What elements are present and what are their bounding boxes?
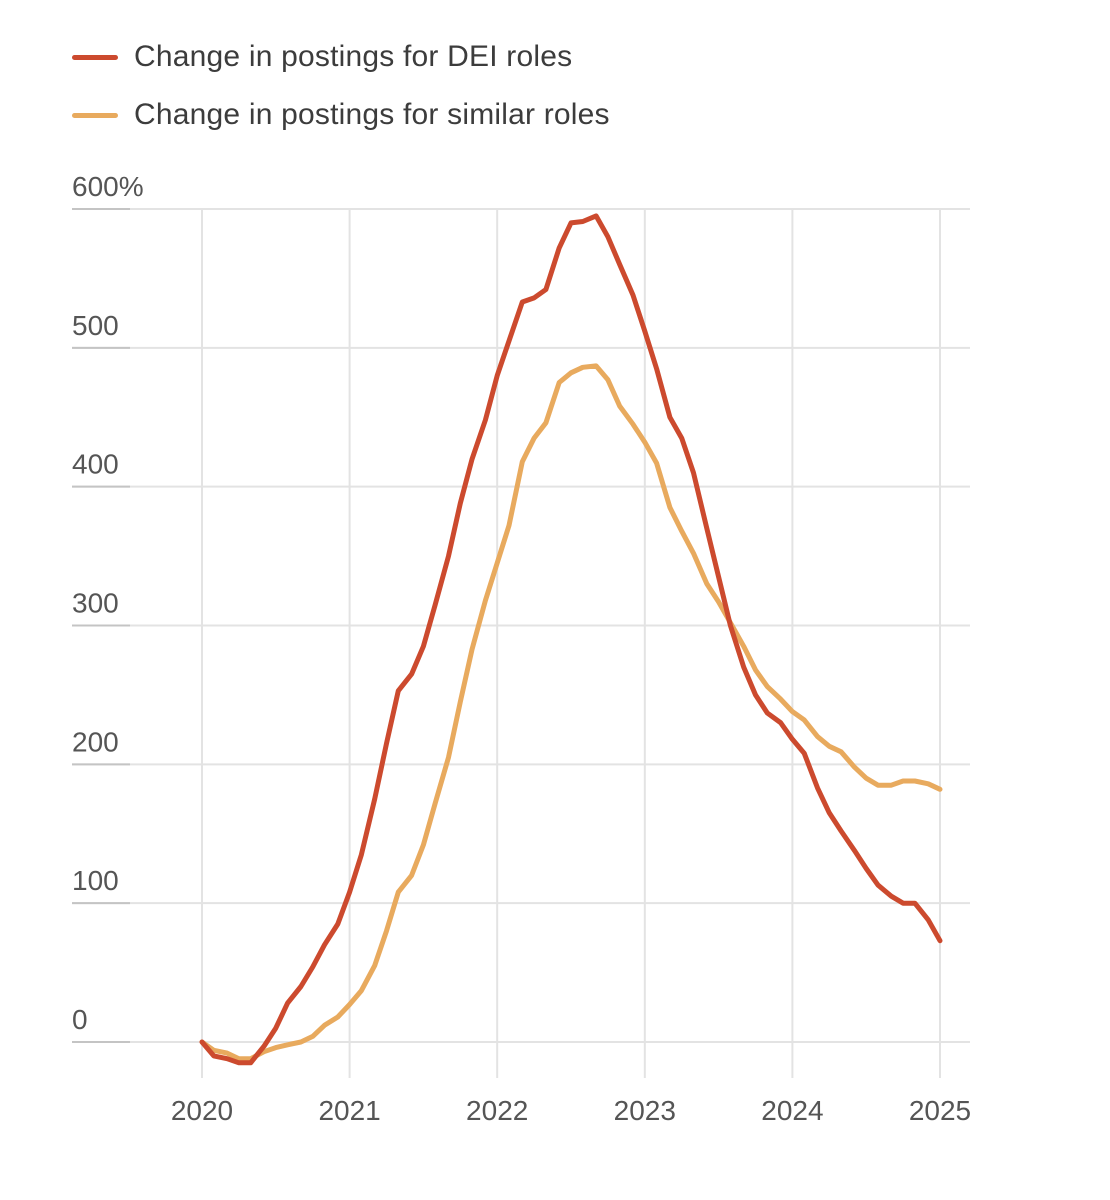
gridlines — [72, 208, 970, 1078]
legend-label-similar: Change in postings for similar roles — [134, 98, 610, 131]
y-tick-label: 400 — [72, 449, 119, 480]
x-tick-label: 2023 — [614, 1095, 676, 1126]
y-tick-label: 300 — [72, 588, 119, 619]
legend-label-dei: Change in postings for DEI roles — [134, 40, 573, 73]
x-tick-label: 2024 — [761, 1095, 823, 1126]
y-tick-label: 100 — [72, 865, 119, 896]
chart-legend: Change in postings for DEI roles Change … — [72, 28, 610, 144]
series-lines — [199, 213, 943, 1066]
series-line-similar — [199, 363, 943, 1062]
y-tick-label: 600% — [72, 171, 144, 202]
legend-item-similar: Change in postings for similar roles — [72, 86, 610, 144]
legend-swatch-dei — [72, 54, 118, 60]
series-line-dei — [199, 213, 943, 1066]
y-axis-ticks: 600% 500 400 300 200 100 0 — [72, 171, 144, 1035]
y-tick-label: 200 — [72, 726, 119, 757]
legend-swatch-similar — [72, 112, 118, 118]
y-tick-label: 0 — [72, 1004, 88, 1035]
y-tick-label: 500 — [72, 310, 119, 341]
legend-item-dei: Change in postings for DEI roles — [72, 28, 610, 86]
x-axis-ticks: 2020 2021 2022 2023 2024 2025 — [171, 1095, 971, 1126]
x-tick-label: 2025 — [909, 1095, 971, 1126]
x-tick-label: 2021 — [318, 1095, 380, 1126]
x-tick-label: 2020 — [171, 1095, 233, 1126]
x-tick-label: 2022 — [466, 1095, 528, 1126]
